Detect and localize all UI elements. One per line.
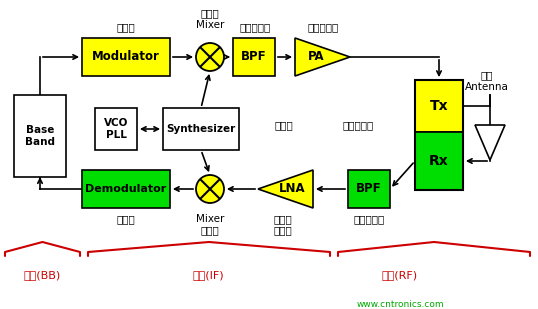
Text: VCO
PLL: VCO PLL xyxy=(104,118,128,140)
Text: 射頻(RF): 射頻(RF) xyxy=(382,270,418,280)
Bar xyxy=(415,132,463,190)
Text: Base
Band: Base Band xyxy=(25,125,55,147)
Circle shape xyxy=(196,175,224,203)
Bar xyxy=(415,80,463,190)
Text: Synthesizer: Synthesizer xyxy=(166,124,236,134)
Text: 傳送接收器: 傳送接收器 xyxy=(342,120,373,130)
Text: Tx: Tx xyxy=(430,99,448,113)
Text: 中頻(IF): 中頻(IF) xyxy=(192,270,224,280)
Text: 調變器: 調變器 xyxy=(117,22,136,32)
Polygon shape xyxy=(295,38,350,76)
Text: 帶通濾波器: 帶通濾波器 xyxy=(239,22,271,32)
Bar xyxy=(82,170,170,208)
Text: PA: PA xyxy=(308,50,324,64)
Text: 解調器: 解調器 xyxy=(117,214,136,224)
Bar xyxy=(163,108,239,150)
Bar xyxy=(14,95,66,177)
Text: Rx: Rx xyxy=(429,154,449,168)
Bar xyxy=(348,170,390,208)
Polygon shape xyxy=(475,125,505,160)
Text: 基頻(BB): 基頻(BB) xyxy=(23,270,61,280)
Text: 混頻器
Mixer: 混頻器 Mixer xyxy=(196,8,224,30)
Text: www.cntronics.com: www.cntronics.com xyxy=(356,300,444,309)
Text: 功率放大器: 功率放大器 xyxy=(307,22,338,32)
Polygon shape xyxy=(258,170,313,208)
Text: BPF: BPF xyxy=(356,183,382,196)
Text: Demodulator: Demodulator xyxy=(86,184,167,194)
Bar xyxy=(415,80,463,132)
Text: Modulator: Modulator xyxy=(92,50,160,64)
Text: 帶通濾波器: 帶通濾波器 xyxy=(353,214,385,224)
Text: 合成器: 合成器 xyxy=(274,120,293,130)
Text: 天線
Antenna: 天線 Antenna xyxy=(465,70,509,91)
Bar xyxy=(233,38,275,76)
Text: Mixer
混頻器: Mixer 混頻器 xyxy=(196,214,224,235)
Bar xyxy=(95,108,137,150)
Bar xyxy=(82,38,170,76)
Circle shape xyxy=(196,43,224,71)
Text: BPF: BPF xyxy=(241,50,267,64)
Text: LNA: LNA xyxy=(279,183,306,196)
Text: 低雜訊
放大器: 低雜訊 放大器 xyxy=(274,214,292,235)
